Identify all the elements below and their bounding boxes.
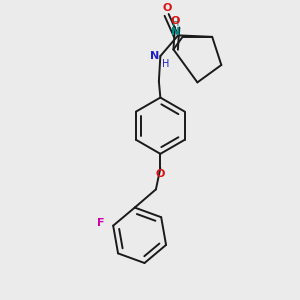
- Text: N: N: [171, 26, 180, 37]
- Text: O: O: [163, 2, 172, 13]
- Text: O: O: [156, 169, 165, 179]
- Text: O: O: [171, 16, 180, 26]
- Text: N: N: [150, 51, 159, 61]
- Text: H: H: [172, 18, 179, 28]
- Text: F: F: [98, 218, 105, 228]
- Text: H: H: [162, 59, 169, 69]
